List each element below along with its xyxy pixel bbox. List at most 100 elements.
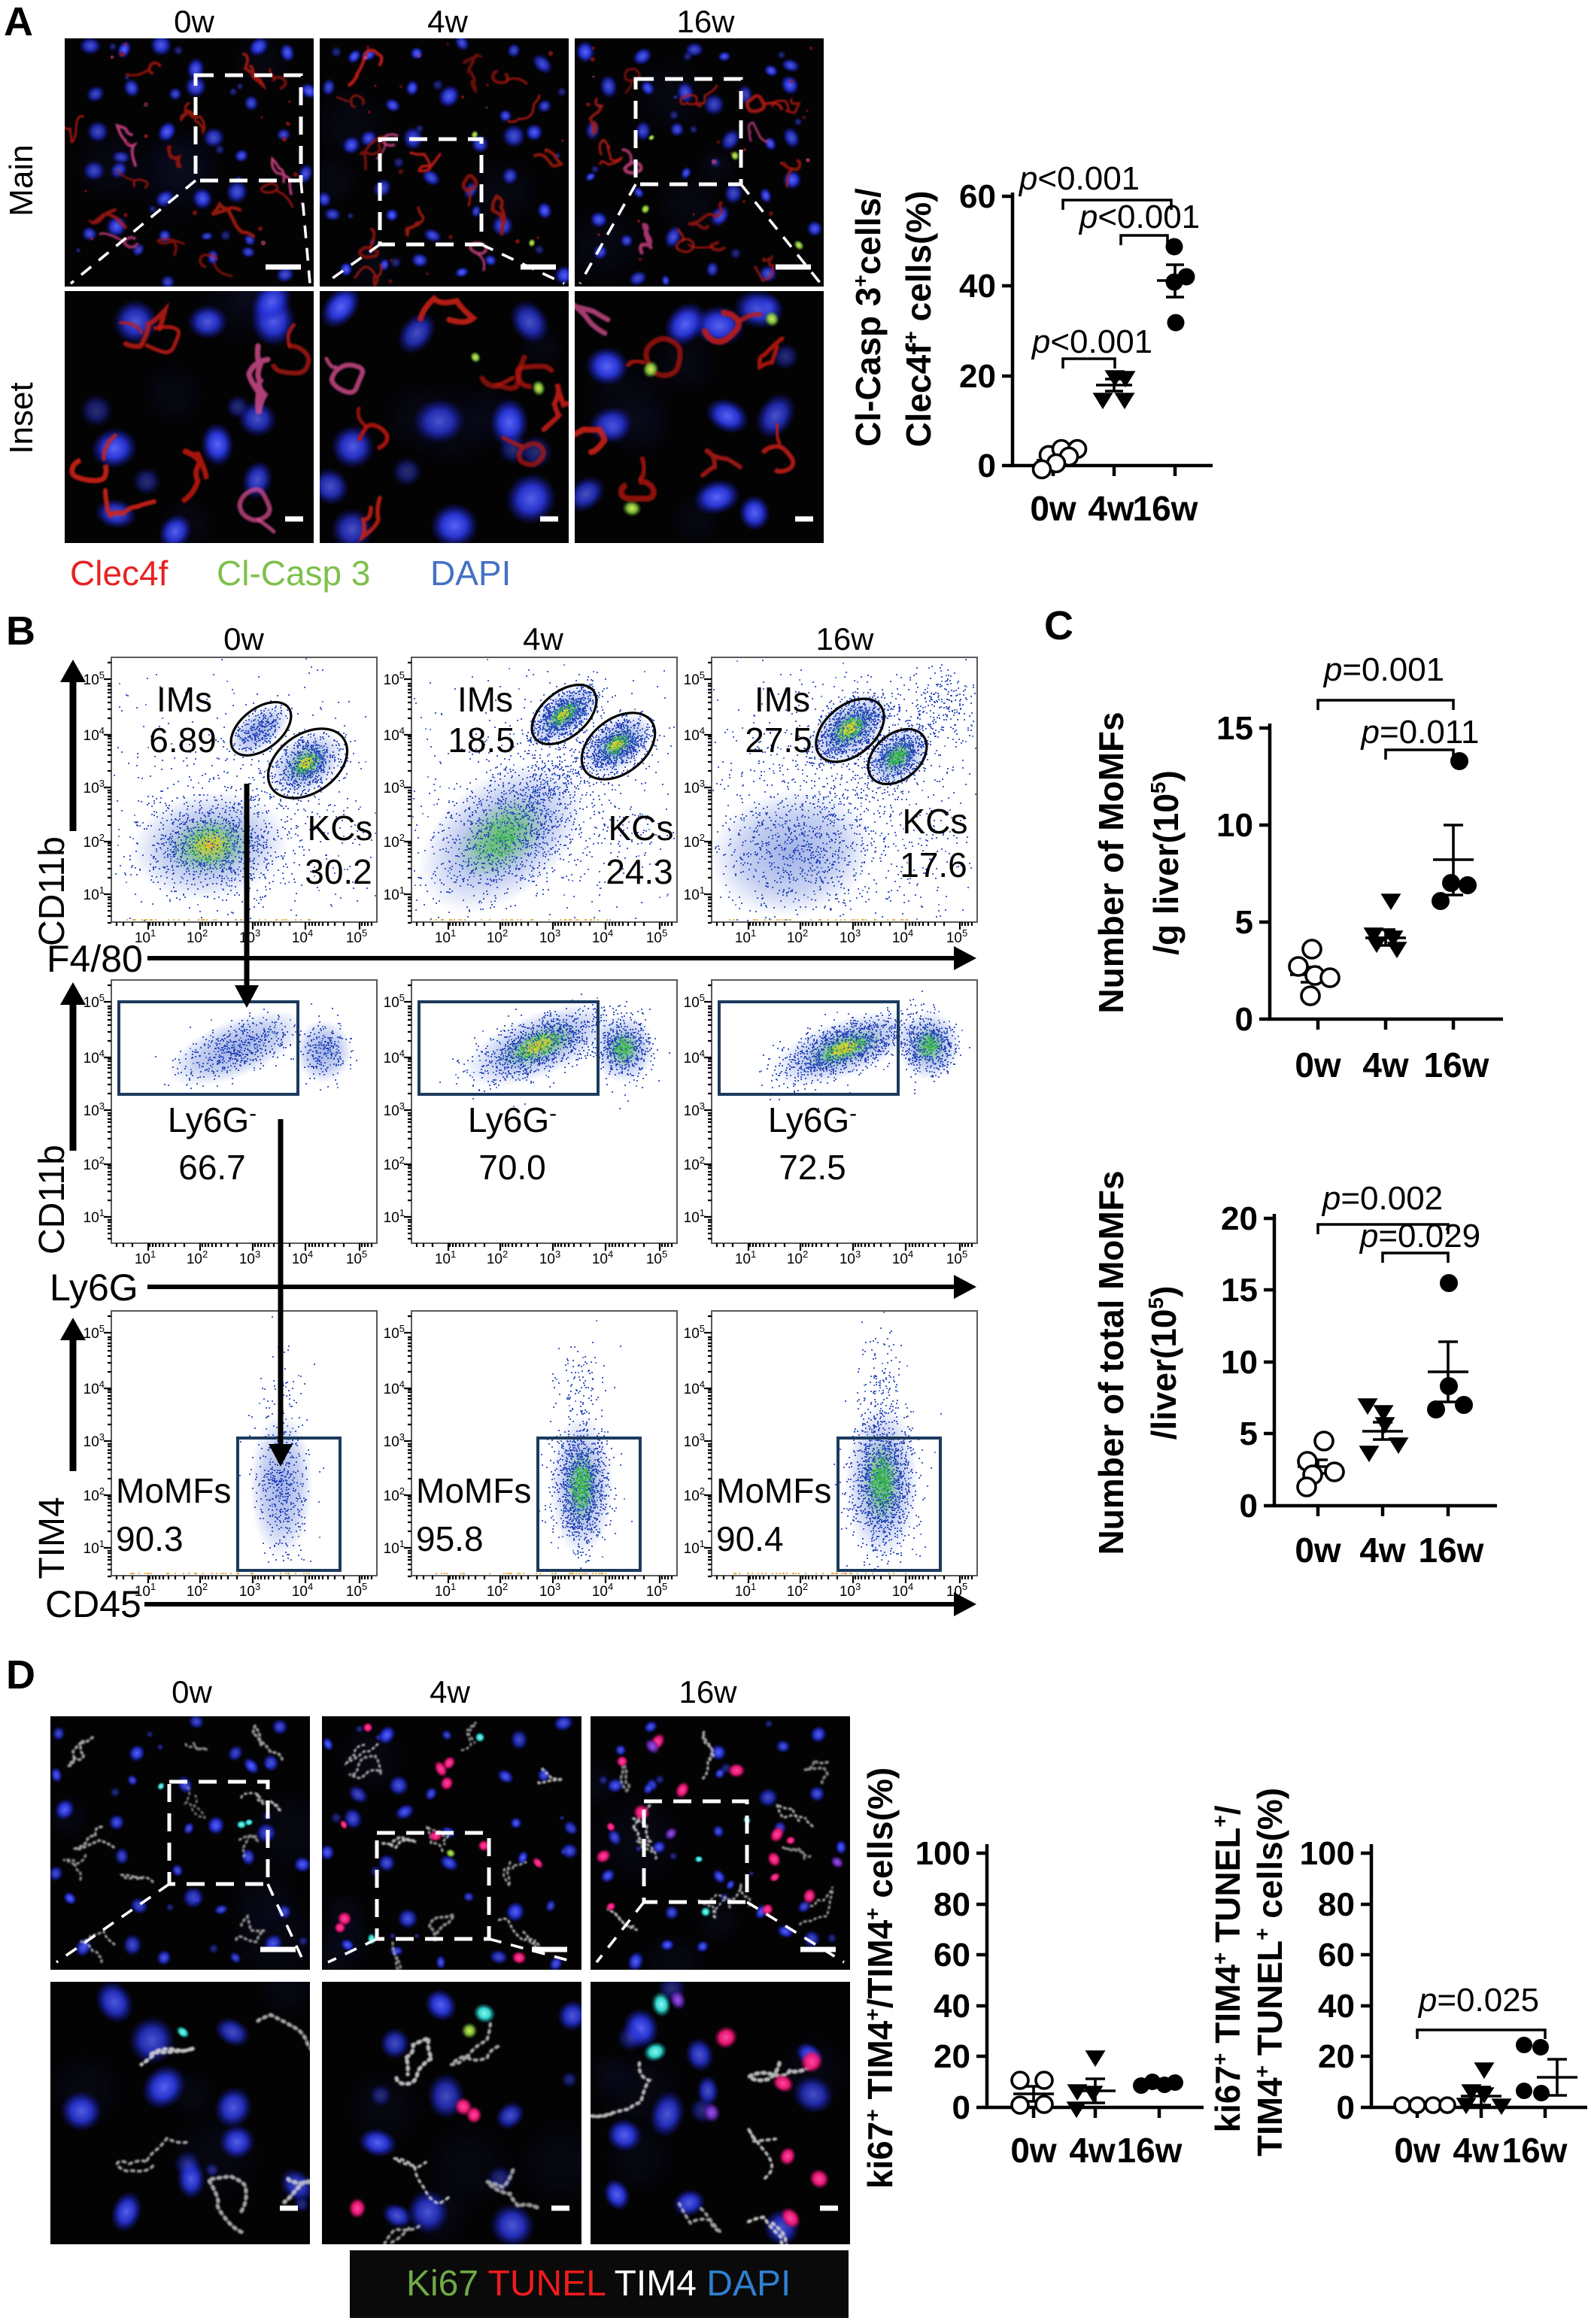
svg-text:TIM4+ TUNEL+ cells(%): TIM4+ TUNEL+ cells(%) (1250, 1788, 1289, 2156)
svg-text:17.6: 17.6 (900, 845, 967, 884)
svg-text:Number of MoMFs: Number of MoMFs (1092, 711, 1131, 1013)
svg-text:p=0.029: p=0.029 (1359, 1218, 1480, 1255)
svg-text:0: 0 (1337, 2089, 1355, 2126)
svg-text:A: A (4, 0, 33, 44)
svg-text:Ki67 TUNEL TIM4 DAPI: Ki67 TUNEL TIM4 DAPI (406, 2264, 791, 2304)
svg-text:0w: 0w (174, 4, 214, 39)
svg-text:16w: 16w (1419, 1531, 1484, 1570)
svg-text:4w: 4w (523, 621, 563, 657)
svg-text:KCs: KCs (308, 809, 373, 848)
svg-text:103: 103 (384, 778, 405, 796)
svg-text:0w: 0w (223, 621, 264, 657)
svg-text:IMs: IMs (156, 680, 212, 719)
svg-text:DAPI: DAPI (430, 554, 511, 593)
svg-text:30.2: 30.2 (305, 852, 372, 891)
svg-text:5: 5 (1240, 1415, 1258, 1452)
svg-text:16w: 16w (1117, 2131, 1183, 2170)
svg-text:KCs: KCs (609, 809, 674, 848)
svg-text:104: 104 (684, 725, 705, 744)
svg-text:15: 15 (1221, 1272, 1258, 1309)
svg-text:D: D (6, 1652, 35, 1697)
svg-text:p=0.025: p=0.025 (1417, 1982, 1539, 2019)
svg-text:20: 20 (959, 358, 996, 395)
svg-text:40: 40 (1318, 1988, 1355, 2025)
svg-text:95.8: 95.8 (416, 1519, 484, 1558)
svg-text:p<0.001: p<0.001 (1018, 160, 1140, 197)
svg-text:0w: 0w (172, 1674, 212, 1710)
svg-text:Main: Main (3, 144, 40, 216)
svg-text:80: 80 (934, 1886, 970, 1923)
svg-text:10: 10 (1221, 1344, 1258, 1381)
svg-text:4w: 4w (1362, 1045, 1409, 1085)
svg-text:0: 0 (978, 448, 996, 484)
svg-text:15: 15 (1216, 710, 1253, 747)
svg-text:IMs: IMs (755, 680, 810, 719)
svg-text:p=0.002: p=0.002 (1321, 1180, 1443, 1217)
svg-text:104: 104 (384, 1379, 405, 1397)
svg-text:IMs: IMs (457, 680, 513, 719)
svg-text:Ly6G-: Ly6G- (468, 1100, 557, 1139)
svg-text:105: 105 (946, 1248, 967, 1267)
svg-text:16w: 16w (679, 1674, 737, 1710)
svg-text:Ly6G-: Ly6G- (168, 1100, 257, 1139)
svg-text:101: 101 (735, 927, 756, 946)
svg-text:B: B (6, 608, 35, 654)
svg-text:Cl-Casp 3: Cl-Casp 3 (217, 554, 371, 593)
svg-text:0: 0 (952, 2089, 970, 2126)
svg-text:Inset: Inset (3, 382, 40, 454)
svg-text:4w: 4w (1069, 2131, 1116, 2170)
svg-text:0: 0 (1235, 1001, 1253, 1038)
svg-text:10: 10 (1216, 807, 1253, 844)
svg-text:0w: 0w (1295, 1531, 1341, 1570)
svg-text:/liver(105): /liver(105) (1144, 1286, 1183, 1440)
svg-text:0w: 0w (1394, 2131, 1441, 2170)
svg-text:0w: 0w (1010, 2131, 1057, 2170)
svg-text:p=0.001: p=0.001 (1322, 651, 1444, 688)
svg-text:4w: 4w (1453, 2131, 1499, 2170)
svg-text:4w: 4w (430, 1674, 470, 1710)
svg-text:70.0: 70.0 (478, 1148, 546, 1187)
svg-text:16w: 16w (1424, 1045, 1489, 1085)
svg-text:0: 0 (1240, 1488, 1258, 1525)
svg-text:Ly6G-: Ly6G- (768, 1100, 857, 1139)
svg-text:20: 20 (1318, 2038, 1355, 2075)
svg-text:40: 40 (934, 1988, 970, 2025)
svg-text:Clec4f+ cells(%): Clec4f+ cells(%) (899, 190, 938, 447)
svg-text:100: 100 (915, 1835, 970, 1872)
svg-text:MoMFs: MoMFs (116, 1471, 231, 1510)
svg-text:102: 102 (83, 1485, 105, 1504)
svg-text:Cl-Casp 3+cells/: Cl-Casp 3+cells/ (849, 188, 888, 447)
svg-text:4w: 4w (1359, 1531, 1406, 1570)
svg-text:TIM4: TIM4 (32, 1497, 72, 1579)
svg-text:4w: 4w (1088, 489, 1134, 528)
svg-text:p<0.001: p<0.001 (1078, 199, 1200, 235)
svg-text:MoMFs: MoMFs (716, 1471, 831, 1510)
svg-text:MoMFs: MoMFs (416, 1471, 531, 1510)
svg-text:16w: 16w (1502, 2131, 1568, 2170)
svg-text:60: 60 (934, 1937, 970, 1974)
svg-text:40: 40 (959, 268, 996, 305)
svg-text:66.7: 66.7 (178, 1148, 246, 1187)
svg-text:Ly6G: Ly6G (50, 1267, 138, 1309)
svg-text:103: 103 (239, 1581, 260, 1600)
svg-text:KCs: KCs (903, 802, 968, 841)
svg-text:C: C (1044, 603, 1073, 648)
svg-text:CD11b: CD11b (32, 836, 72, 946)
svg-text:Clec4f: Clec4f (70, 554, 169, 593)
svg-text:5: 5 (1235, 904, 1253, 941)
svg-text:16w: 16w (815, 621, 874, 657)
svg-text:CD45: CD45 (45, 1583, 141, 1625)
svg-text:p<0.001: p<0.001 (1031, 323, 1152, 360)
svg-text:ki67+ TIM4+ TUNEL+/: ki67+ TIM4+ TUNEL+/ (1208, 1805, 1247, 2132)
svg-text:18.5: 18.5 (448, 721, 515, 760)
svg-text:0w: 0w (1295, 1045, 1341, 1085)
svg-text:CD11b: CD11b (32, 1145, 72, 1255)
svg-text:16w: 16w (676, 4, 735, 39)
svg-text:/g liver(105): /g liver(105) (1146, 770, 1186, 955)
svg-text:90.3: 90.3 (116, 1519, 184, 1558)
svg-text:6.89: 6.89 (149, 721, 217, 760)
svg-text:105: 105 (946, 927, 967, 946)
svg-text:60: 60 (1318, 1937, 1355, 1974)
svg-text:20: 20 (1221, 1200, 1258, 1237)
svg-text:80: 80 (1318, 1886, 1355, 1923)
